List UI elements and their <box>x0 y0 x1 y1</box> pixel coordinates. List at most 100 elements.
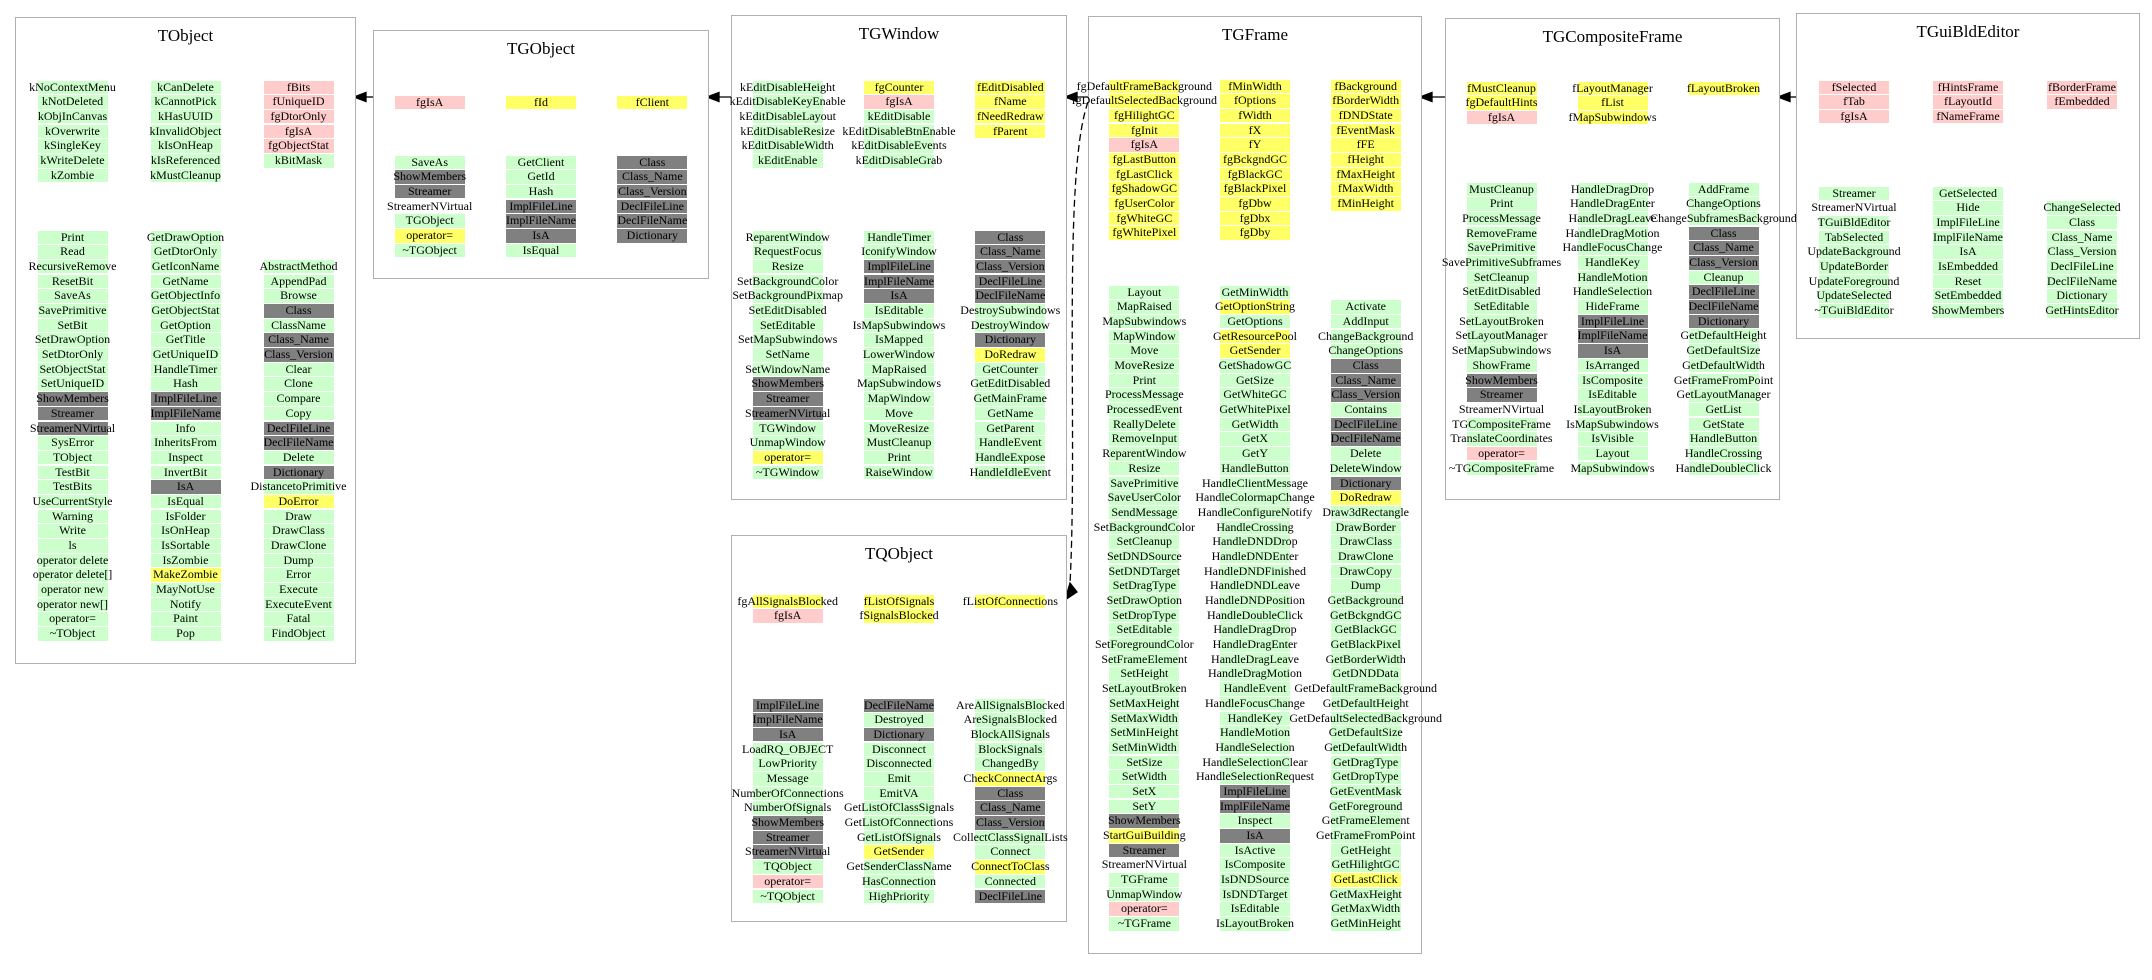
method-highlight: Inspect <box>150 450 221 465</box>
method-row: StreamerNVirtual <box>732 406 843 421</box>
data-member-row: fEmbedded <box>2025 95 2139 110</box>
method-name: IsA <box>176 479 195 494</box>
method-row: AppendPad <box>242 274 355 289</box>
method-highlight: operator= <box>37 612 108 626</box>
method-highlight: GetDropType <box>1330 770 1401 784</box>
method-name: HandleMotion <box>1220 725 1290 740</box>
method-name: GetDefaultWidth <box>1324 739 1408 754</box>
method-row: Dictionary <box>1310 476 1421 491</box>
method-name: Delete <box>1350 446 1382 461</box>
method-name: ~TObject <box>49 626 96 641</box>
data-member-row: kCanDelete <box>129 80 242 95</box>
method-highlight: GetOptionString <box>1215 300 1295 314</box>
method-row: ~TGWindow <box>732 465 843 480</box>
method-row: GetSize <box>1200 373 1311 388</box>
method-name: DrawClone <box>1338 548 1394 563</box>
method-name: Connect <box>990 844 1031 859</box>
method-row: GetY <box>1200 447 1311 462</box>
method-highlight: TGCompositeFrame <box>1452 417 1551 432</box>
data-member-row: fList <box>1557 96 1668 111</box>
method-row: ImplFileName <box>1557 329 1668 344</box>
method-highlight: DrawClass <box>1330 535 1401 549</box>
method-highlight: operator= <box>394 229 465 243</box>
method-name: SetMaxHeight <box>1109 695 1180 710</box>
method-highlight: HandleDragMotion <box>1208 667 1302 681</box>
method-name: Layout <box>1127 284 1162 299</box>
method-highlight: SetMaxHeight <box>1109 695 1180 711</box>
method-row: SetEditable <box>732 318 843 333</box>
method-highlight: Class <box>2047 215 2117 230</box>
method-name: HasConnection <box>861 873 936 888</box>
method-row: HandleTimer <box>843 230 954 245</box>
method-name: Emit <box>887 771 911 786</box>
method-name: MapSubwindows <box>1570 460 1655 475</box>
method-row: TGFrame <box>1089 873 1200 888</box>
data-member-name: fUniqueID <box>272 94 325 109</box>
method-highlight: GetUniqueID <box>150 348 221 362</box>
method-name: Streamer <box>1479 387 1524 402</box>
data-member-highlight: kSingleKey <box>37 139 108 153</box>
data-member-row: kBitMask <box>242 153 355 168</box>
data-member-highlight: fLayoutBroken <box>1687 81 1760 96</box>
method-highlight: TGWindow <box>752 421 823 436</box>
method-column: Streamer StreamerNVirtual TGuiBldEditor Tab… <box>1797 186 1911 318</box>
data-member-column: fLayoutBroken <box>1668 81 1779 125</box>
method-highlight: Streamer <box>394 183 465 199</box>
method-highlight: GetSender <box>1220 344 1290 358</box>
method-highlight: SetDNDSource <box>1107 549 1182 564</box>
method-row: CollectClassSignalLists <box>953 830 1068 845</box>
method-highlight: MapRaised <box>1109 300 1180 314</box>
data-member-highlight: fgInit <box>1109 123 1180 138</box>
method-highlight: IsEditable <box>1220 902 1290 916</box>
method-highlight: Move <box>863 406 934 421</box>
method-row: DeclFileLine <box>1668 285 1779 300</box>
arrow-tgframe-to-tqobject <box>1069 101 1089 585</box>
method-highlight: DrawBorder <box>1330 520 1401 535</box>
method-name: ShowMembers <box>1931 303 2005 318</box>
method-name: GetDefaultFrameBackground <box>1294 681 1437 696</box>
method-name: ShowMembers <box>1465 372 1538 387</box>
method-highlight: GetDefaultWidth <box>1324 740 1407 755</box>
method-highlight: HandleClientMessage <box>1202 476 1308 491</box>
data-member-name: fListOfConnections <box>962 593 1058 608</box>
method-name: RemoveFrame <box>1466 225 1537 240</box>
method-name: ImplFileName <box>1933 229 2003 244</box>
method-row: ShowMembers <box>732 816 843 831</box>
method-name: Streamer <box>408 183 452 198</box>
data-member-row: kHasUUID <box>129 109 242 124</box>
data-member-highlight: fgIsA <box>1819 109 1889 124</box>
method-highlight: SetDNDTarget <box>1109 564 1180 579</box>
method-row: HandleButton <box>1668 432 1779 447</box>
method-row <box>242 245 355 260</box>
method-highlight: Class_Version <box>1688 256 1759 270</box>
data-member-name: fTab <box>1843 94 1865 109</box>
method-highlight: SetEditable <box>1109 623 1180 637</box>
method-row: SetMaxWidth <box>1089 711 1200 726</box>
method-row: IsMapSubwindows <box>843 318 954 333</box>
method-name: AddInput <box>1342 313 1389 328</box>
method-row: IsOnHeap <box>129 524 242 539</box>
method-row: Dictionary <box>1668 314 1779 329</box>
method-row: AbstractMethod <box>242 259 355 274</box>
method-row: Dictionary <box>242 465 355 480</box>
data-member-highlight: fEmbedded <box>2047 95 2117 109</box>
method-row: GetUniqueID <box>129 348 242 363</box>
method-row: Contains <box>1310 403 1421 418</box>
method-row: ReparentWindow <box>1089 447 1200 462</box>
method-highlight: MapSubwindows <box>857 377 941 391</box>
method-highlight: DeclFileLine <box>1330 417 1401 432</box>
method-highlight: GetWhiteGC <box>1220 388 1290 402</box>
method-name: IsMapSubwindows <box>852 317 946 332</box>
method-name: SetDragType <box>1112 578 1176 593</box>
method-highlight: GetSelected <box>1933 186 2003 201</box>
method-name: Class_Version <box>1331 387 1401 402</box>
data-member-highlight: fgLastButton <box>1109 153 1180 167</box>
method-name: IsActive <box>1234 842 1276 857</box>
method-name: BlockSignals <box>978 741 1043 756</box>
method-row: ProcessedEvent <box>1089 403 1200 418</box>
method-name: HideFrame <box>1585 299 1640 314</box>
method-highlight: StreamerNVirtual <box>745 406 830 421</box>
method-highlight: Cleanup <box>1688 270 1759 285</box>
method-row: IsEditable <box>1200 902 1311 917</box>
data-member-name: fgBlackPixel <box>1223 181 1287 196</box>
